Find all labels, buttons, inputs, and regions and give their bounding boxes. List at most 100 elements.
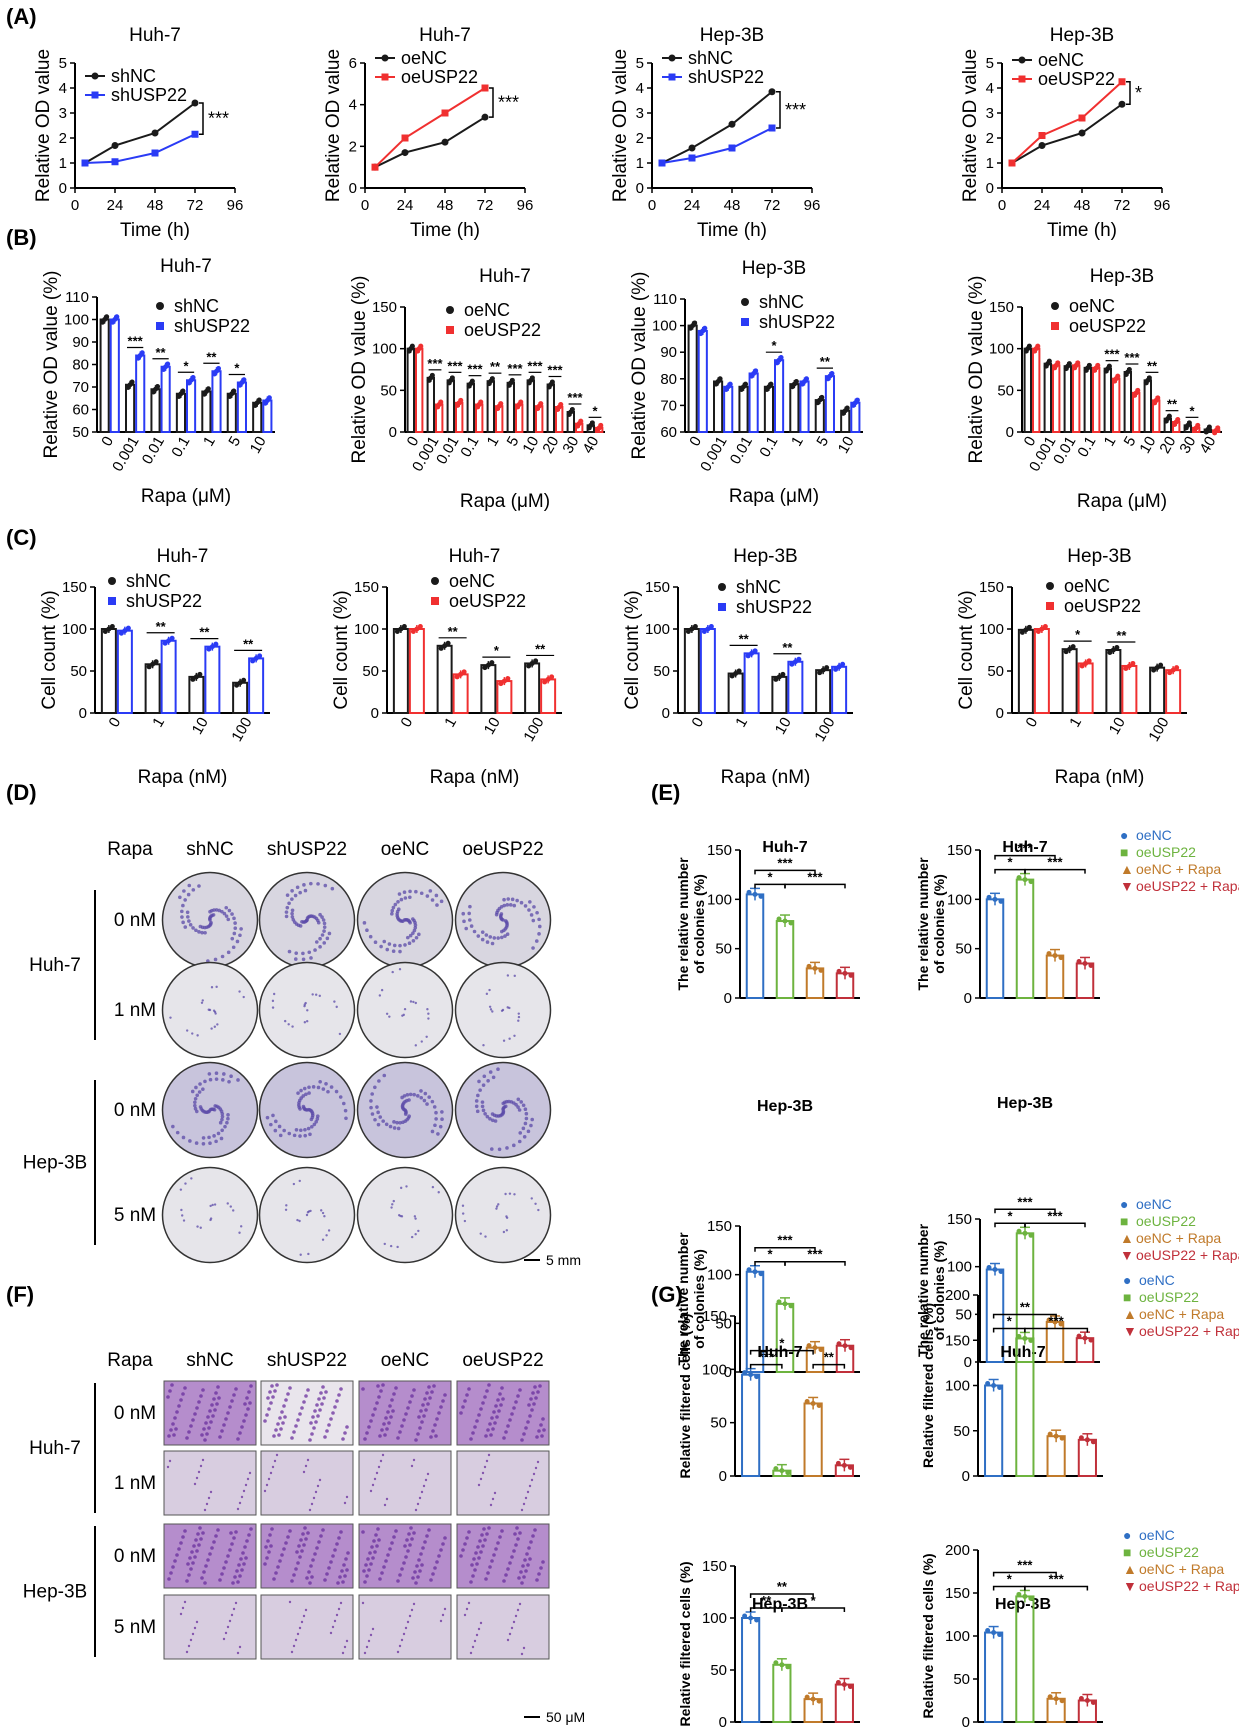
cell-dot bbox=[170, 1383, 174, 1387]
cell-dot bbox=[484, 1434, 488, 1438]
cell-dot bbox=[500, 1529, 504, 1533]
bar bbox=[1123, 371, 1132, 433]
x-tick-label: 100 bbox=[228, 715, 255, 745]
replicate-point bbox=[796, 656, 802, 662]
cell-dot bbox=[516, 1608, 520, 1612]
cell-dot bbox=[304, 1394, 308, 1398]
cell-dot bbox=[203, 930, 207, 935]
cell-dot bbox=[166, 1395, 170, 1399]
significance-label: * bbox=[183, 358, 189, 373]
cell-dot bbox=[375, 1471, 379, 1475]
cell-dot bbox=[414, 1438, 418, 1442]
cell-dot bbox=[287, 1023, 290, 1026]
replicate-point bbox=[773, 1466, 779, 1472]
y-tick-label: 1 bbox=[59, 155, 67, 172]
cell-dot bbox=[322, 921, 327, 926]
cell-dot bbox=[403, 896, 408, 900]
cell-dot bbox=[298, 1626, 302, 1630]
cell-dot bbox=[311, 1558, 315, 1562]
cell-dot bbox=[425, 1102, 429, 1106]
bar bbox=[1112, 377, 1121, 433]
x-tick-label: 72 bbox=[187, 197, 204, 214]
significance-label: ** bbox=[1147, 358, 1158, 373]
replicate-point bbox=[785, 1470, 791, 1476]
cell-dot bbox=[232, 916, 236, 921]
cell-dot bbox=[269, 1401, 273, 1405]
cell-dot bbox=[242, 1419, 246, 1423]
replicate-point bbox=[844, 405, 850, 411]
cell-dot bbox=[238, 1574, 242, 1578]
cell-dot bbox=[412, 1602, 416, 1606]
significance-label: * bbox=[1007, 1571, 1013, 1586]
cell-dot bbox=[236, 1507, 240, 1511]
cell-dot bbox=[421, 1546, 425, 1550]
cell-dot bbox=[471, 1574, 475, 1578]
bar bbox=[1063, 365, 1072, 433]
cell-dot bbox=[392, 1199, 395, 1203]
y-tick-label: 150 bbox=[645, 579, 670, 596]
cell-dot bbox=[435, 1417, 439, 1421]
cell-dot bbox=[392, 1535, 396, 1539]
data-point bbox=[1008, 159, 1016, 167]
cell-dot bbox=[361, 1387, 365, 1391]
replicate-point bbox=[752, 891, 758, 897]
bar bbox=[1017, 628, 1034, 715]
dose-label: 5 nM bbox=[114, 1205, 156, 1226]
cell-dot bbox=[361, 1530, 365, 1534]
transwell-image bbox=[163, 1594, 257, 1660]
cell-dot bbox=[199, 1394, 203, 1398]
cell-dot bbox=[402, 890, 407, 894]
cell-dot bbox=[369, 1105, 373, 1110]
cell-dot bbox=[536, 1460, 540, 1464]
cell-dot bbox=[461, 1204, 465, 1207]
cell-dot bbox=[389, 1244, 393, 1248]
cell-dot bbox=[483, 1111, 487, 1116]
cell-dot bbox=[513, 1532, 517, 1536]
cell-dot bbox=[523, 1558, 527, 1562]
cell-dot bbox=[329, 1417, 333, 1421]
y-tick-label: 2 bbox=[986, 130, 994, 147]
cell-dot bbox=[345, 1639, 349, 1643]
cell-dot bbox=[303, 1526, 307, 1530]
legend-marker: ▲ bbox=[1123, 1561, 1137, 1577]
chart-title: Huh-7 bbox=[157, 546, 209, 567]
cell-dot bbox=[403, 1007, 407, 1011]
x-tick-label: 1 bbox=[1066, 715, 1085, 731]
cell-dot bbox=[315, 1117, 320, 1121]
cell-dot bbox=[506, 897, 511, 901]
replicate-point bbox=[1028, 1232, 1034, 1238]
significance-label: ** bbox=[1020, 1299, 1031, 1314]
significance-label: * bbox=[767, 869, 773, 884]
replicate-point bbox=[816, 1698, 822, 1704]
cell-dot bbox=[376, 1122, 381, 1127]
cell-dot bbox=[214, 908, 219, 912]
cell-dot bbox=[520, 1438, 524, 1442]
cell-dot bbox=[321, 918, 326, 922]
cell-dot bbox=[484, 1235, 487, 1238]
replicate-point bbox=[1052, 953, 1058, 959]
cell-dot bbox=[212, 1540, 216, 1544]
cell-dot bbox=[198, 1526, 202, 1530]
y-axis-label: Cell count (%) bbox=[622, 590, 643, 709]
cell-dot bbox=[247, 1390, 251, 1394]
cell-dot bbox=[334, 1089, 339, 1094]
replicate-point bbox=[742, 1613, 748, 1619]
cell-dot bbox=[484, 933, 489, 937]
y-tick-label: 100 bbox=[947, 1259, 972, 1276]
replicate-point bbox=[733, 671, 739, 677]
replicate-point bbox=[1022, 1335, 1028, 1341]
cell-dot bbox=[274, 1571, 278, 1575]
cell-dot bbox=[304, 1464, 308, 1468]
cell-dot bbox=[270, 1384, 274, 1388]
cell-dot bbox=[405, 1538, 409, 1542]
x-tick-label: 10 bbox=[1136, 434, 1159, 457]
cell-dot bbox=[481, 1401, 485, 1405]
cell-dot bbox=[495, 1415, 499, 1419]
legend-label: shNC bbox=[736, 577, 781, 597]
y-axis-label: The relative number bbox=[915, 1223, 931, 1357]
cell-dot bbox=[271, 1465, 275, 1469]
cell-dot bbox=[434, 1110, 438, 1115]
cell-dot bbox=[320, 1402, 324, 1406]
